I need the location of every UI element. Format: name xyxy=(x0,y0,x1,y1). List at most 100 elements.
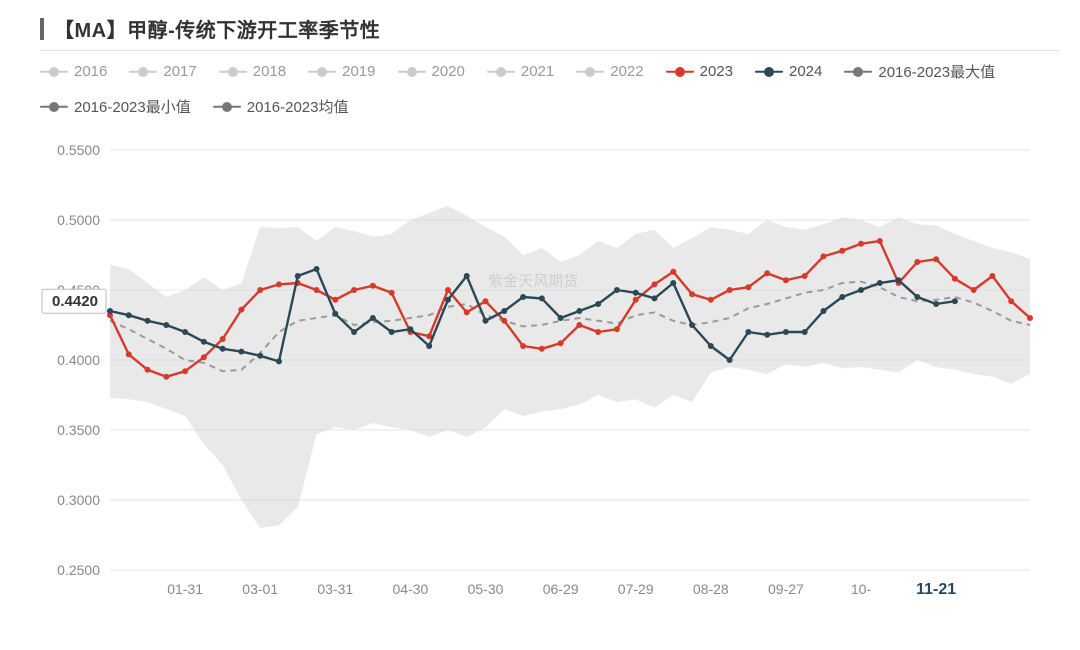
series-2024-marker xyxy=(933,301,939,307)
series-2024-marker xyxy=(952,298,958,304)
series-2023-marker xyxy=(783,277,789,283)
series-2024-marker xyxy=(332,311,338,317)
legend-swatch xyxy=(40,65,68,79)
y-callout-label: 0.4420 xyxy=(52,293,98,310)
series-2024-marker xyxy=(182,329,188,335)
legend-swatch xyxy=(755,65,783,79)
legend-label: 2020 xyxy=(432,63,465,80)
series-2023-marker xyxy=(276,281,282,287)
y-tick-label: 0.4000 xyxy=(57,352,100,368)
series-2024-marker xyxy=(107,308,113,314)
chart-svg: 0.25000.30000.35000.40000.45000.50000.55… xyxy=(40,140,1050,620)
legend-item[interactable]: 2023 xyxy=(666,61,733,82)
series-2023-marker xyxy=(651,281,657,287)
series-2023-marker xyxy=(314,287,320,293)
legend-label: 2019 xyxy=(342,63,375,80)
y-tick-label: 0.3000 xyxy=(57,492,100,508)
series-2024-marker xyxy=(389,329,395,335)
series-2024-marker xyxy=(839,294,845,300)
legend-swatch xyxy=(666,65,694,79)
series-2024-marker xyxy=(201,339,207,345)
legend-item[interactable]: 2016-2023最小值 xyxy=(40,96,191,117)
series-2023-marker xyxy=(351,287,357,293)
series-2023-marker xyxy=(614,326,620,332)
chart-title: 【MA】甲醇-传统下游开工率季节性 xyxy=(54,14,380,43)
x-tick-label: 10- xyxy=(851,581,872,597)
legend-label: 2023 xyxy=(700,63,733,80)
series-2023-marker xyxy=(389,290,395,296)
series-2023-marker xyxy=(670,269,676,275)
legend-item[interactable]: 2024 xyxy=(755,61,822,82)
series-2023-marker xyxy=(633,297,639,303)
series-2024-marker xyxy=(727,357,733,363)
series-2023-marker xyxy=(952,276,958,282)
series-2023-marker xyxy=(839,248,845,254)
legend-label: 2024 xyxy=(789,63,822,80)
x-tick-label: 09-27 xyxy=(768,581,804,597)
series-2024-marker xyxy=(858,287,864,293)
legend-swatch xyxy=(398,65,426,79)
watermark: 紫金天风期货 xyxy=(488,273,578,290)
legend-swatch xyxy=(213,100,241,114)
legend-item[interactable]: 2016-2023最大值 xyxy=(844,61,995,82)
series-2023-marker xyxy=(764,270,770,276)
series-2023-marker xyxy=(595,329,601,335)
legend-item[interactable]: 2020 xyxy=(398,61,465,82)
series-2023-marker xyxy=(727,287,733,293)
series-2023-marker xyxy=(933,256,939,262)
series-2024-marker xyxy=(351,329,357,335)
series-2023-marker xyxy=(163,374,169,380)
series-2024-marker xyxy=(670,280,676,286)
series-2023-marker xyxy=(708,297,714,303)
legend-item[interactable]: 2016-2023均值 xyxy=(213,96,349,117)
legend-swatch xyxy=(487,65,515,79)
legend-item[interactable]: 2019 xyxy=(308,61,375,82)
legend-label: 2016-2023最大值 xyxy=(878,61,995,82)
legend-label: 2022 xyxy=(610,63,643,80)
y-tick-label: 0.2500 xyxy=(57,562,100,578)
series-2023-marker xyxy=(201,354,207,360)
legend-item[interactable]: 2022 xyxy=(576,61,643,82)
series-2023-marker xyxy=(238,307,244,313)
series-2024-marker xyxy=(595,301,601,307)
series-2024-marker xyxy=(614,287,620,293)
series-2024-marker xyxy=(445,297,451,303)
y-tick-label: 0.5000 xyxy=(57,212,100,228)
series-2023-marker xyxy=(539,346,545,352)
series-2023-marker xyxy=(220,336,226,342)
legend-item[interactable]: 2016 xyxy=(40,61,107,82)
series-2024-marker xyxy=(220,346,226,352)
series-2023-marker xyxy=(520,343,526,349)
series-2024-marker xyxy=(314,266,320,272)
x-tick-label: 03-01 xyxy=(242,581,278,597)
series-2023-marker xyxy=(370,283,376,289)
x-tick-highlight: 11-21 xyxy=(916,581,956,598)
series-2024-marker xyxy=(520,294,526,300)
legend-swatch xyxy=(129,65,157,79)
series-2024-marker xyxy=(238,349,244,355)
series-2024-marker xyxy=(539,295,545,301)
series-2024-marker xyxy=(633,290,639,296)
x-tick-label: 07-29 xyxy=(618,581,654,597)
legend-item[interactable]: 2018 xyxy=(219,61,286,82)
series-2024-marker xyxy=(501,308,507,314)
series-2023-marker xyxy=(332,297,338,303)
series-2024-marker xyxy=(689,322,695,328)
series-2024-marker xyxy=(370,315,376,321)
series-2024-marker xyxy=(295,273,301,279)
legend-item[interactable]: 2017 xyxy=(129,61,196,82)
series-2023-marker xyxy=(257,287,263,293)
series-2023-marker xyxy=(445,287,451,293)
x-tick-label: 06-29 xyxy=(543,581,579,597)
series-2024-marker xyxy=(163,322,169,328)
series-2023-marker xyxy=(182,368,188,374)
series-2023-marker xyxy=(483,298,489,304)
series-2024-marker xyxy=(820,308,826,314)
legend-swatch xyxy=(576,65,604,79)
series-2023-marker xyxy=(877,238,883,244)
legend-item[interactable]: 2021 xyxy=(487,61,554,82)
series-2024-marker xyxy=(464,273,470,279)
series-2023-marker xyxy=(501,318,507,324)
series-2023-marker xyxy=(914,259,920,265)
series-2024-marker xyxy=(651,295,657,301)
